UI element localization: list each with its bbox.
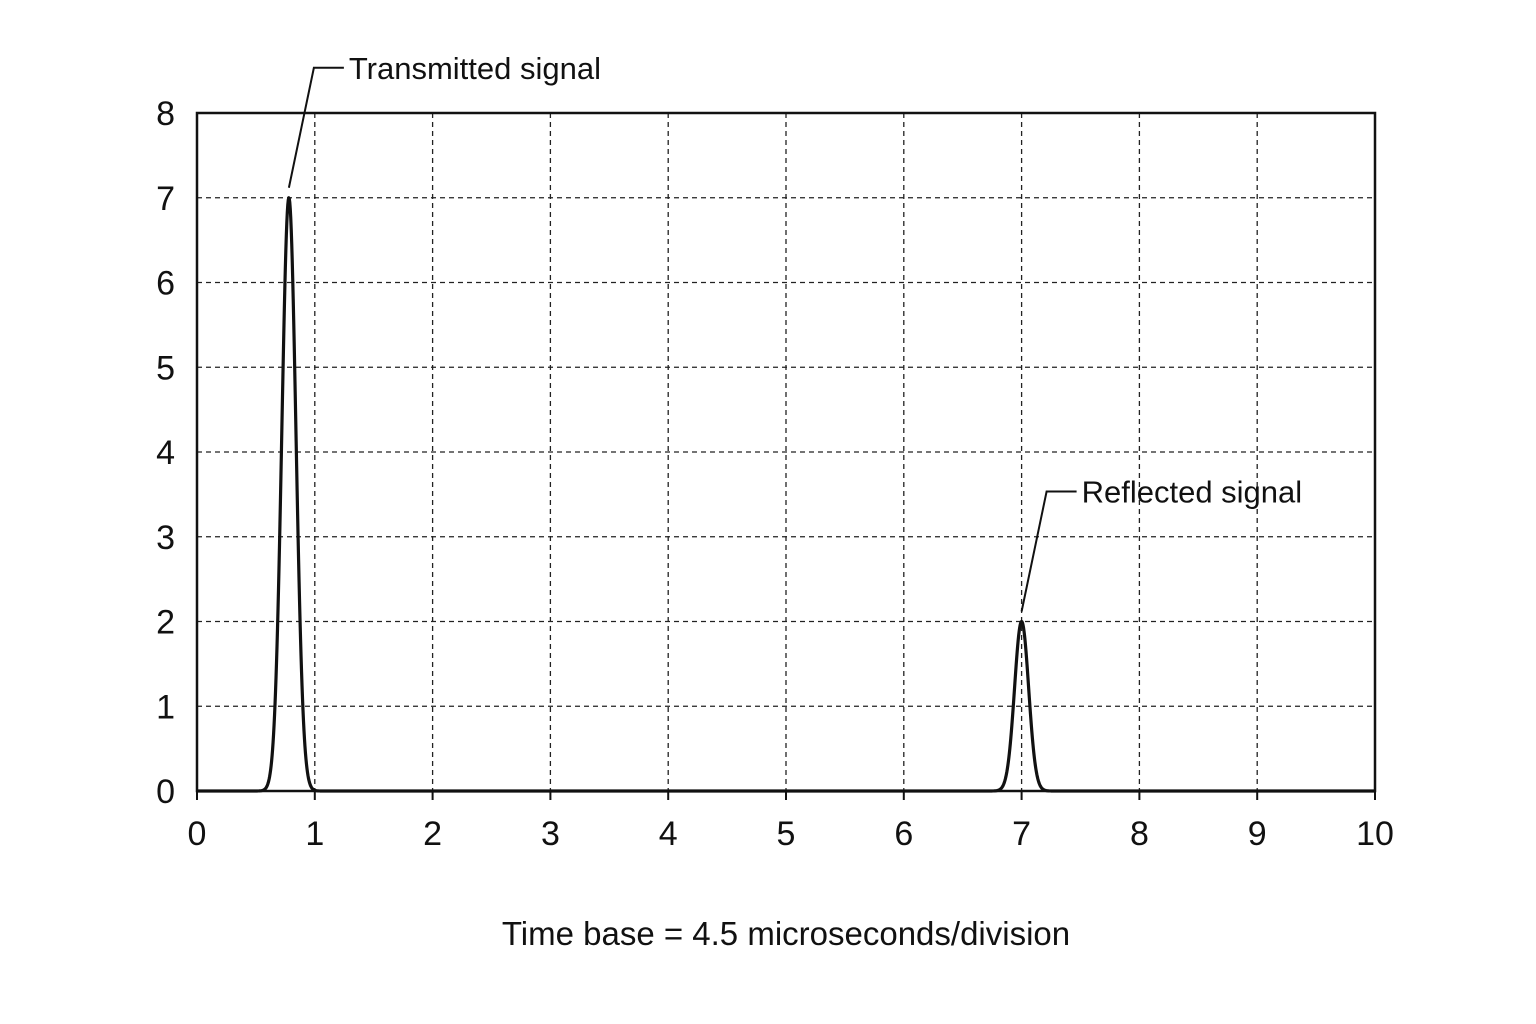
x-tick-label: 4 <box>659 815 678 853</box>
y-tick-label: 3 <box>156 519 175 557</box>
x-tick-label: 6 <box>894 815 913 853</box>
y-tick-label: 6 <box>156 265 175 303</box>
grid-lines <box>197 113 1375 791</box>
x-tick-label: 7 <box>1012 815 1031 853</box>
y-tick-label: 2 <box>156 604 175 642</box>
axis-ticks: 0 1 2 3 4 5 6 7 8 9 10 0 1 2 3 4 5 6 7 8 <box>156 95 1394 853</box>
y-tick-label: 7 <box>156 180 175 218</box>
annotation-leader <box>1020 490 1077 612</box>
x-tick-label: 0 <box>188 815 207 853</box>
x-tick-label: 3 <box>541 815 560 853</box>
y-tick-label: 5 <box>156 349 175 387</box>
x-tick-label: 9 <box>1248 815 1267 853</box>
y-tick-label: 0 <box>156 773 175 811</box>
x-tick-label: 2 <box>423 815 442 853</box>
y-tick-label: 4 <box>156 434 175 472</box>
y-tick-label: 1 <box>156 688 175 726</box>
x-tick-label: 1 <box>305 815 324 853</box>
x-tick-label: 10 <box>1356 815 1394 853</box>
annotations: Transmitted signal Reflected signal <box>287 51 1303 612</box>
y-tick-label: 8 <box>156 95 175 133</box>
x-tick-label: 5 <box>777 815 796 853</box>
annotation-leader <box>287 66 344 188</box>
annotation-label: Reflected signal <box>1082 475 1303 510</box>
annotation-label: Transmitted signal <box>349 51 601 86</box>
x-tick-label: 8 <box>1130 815 1149 853</box>
x-axis-label: Time base = 4.5 microseconds/division <box>502 915 1070 952</box>
